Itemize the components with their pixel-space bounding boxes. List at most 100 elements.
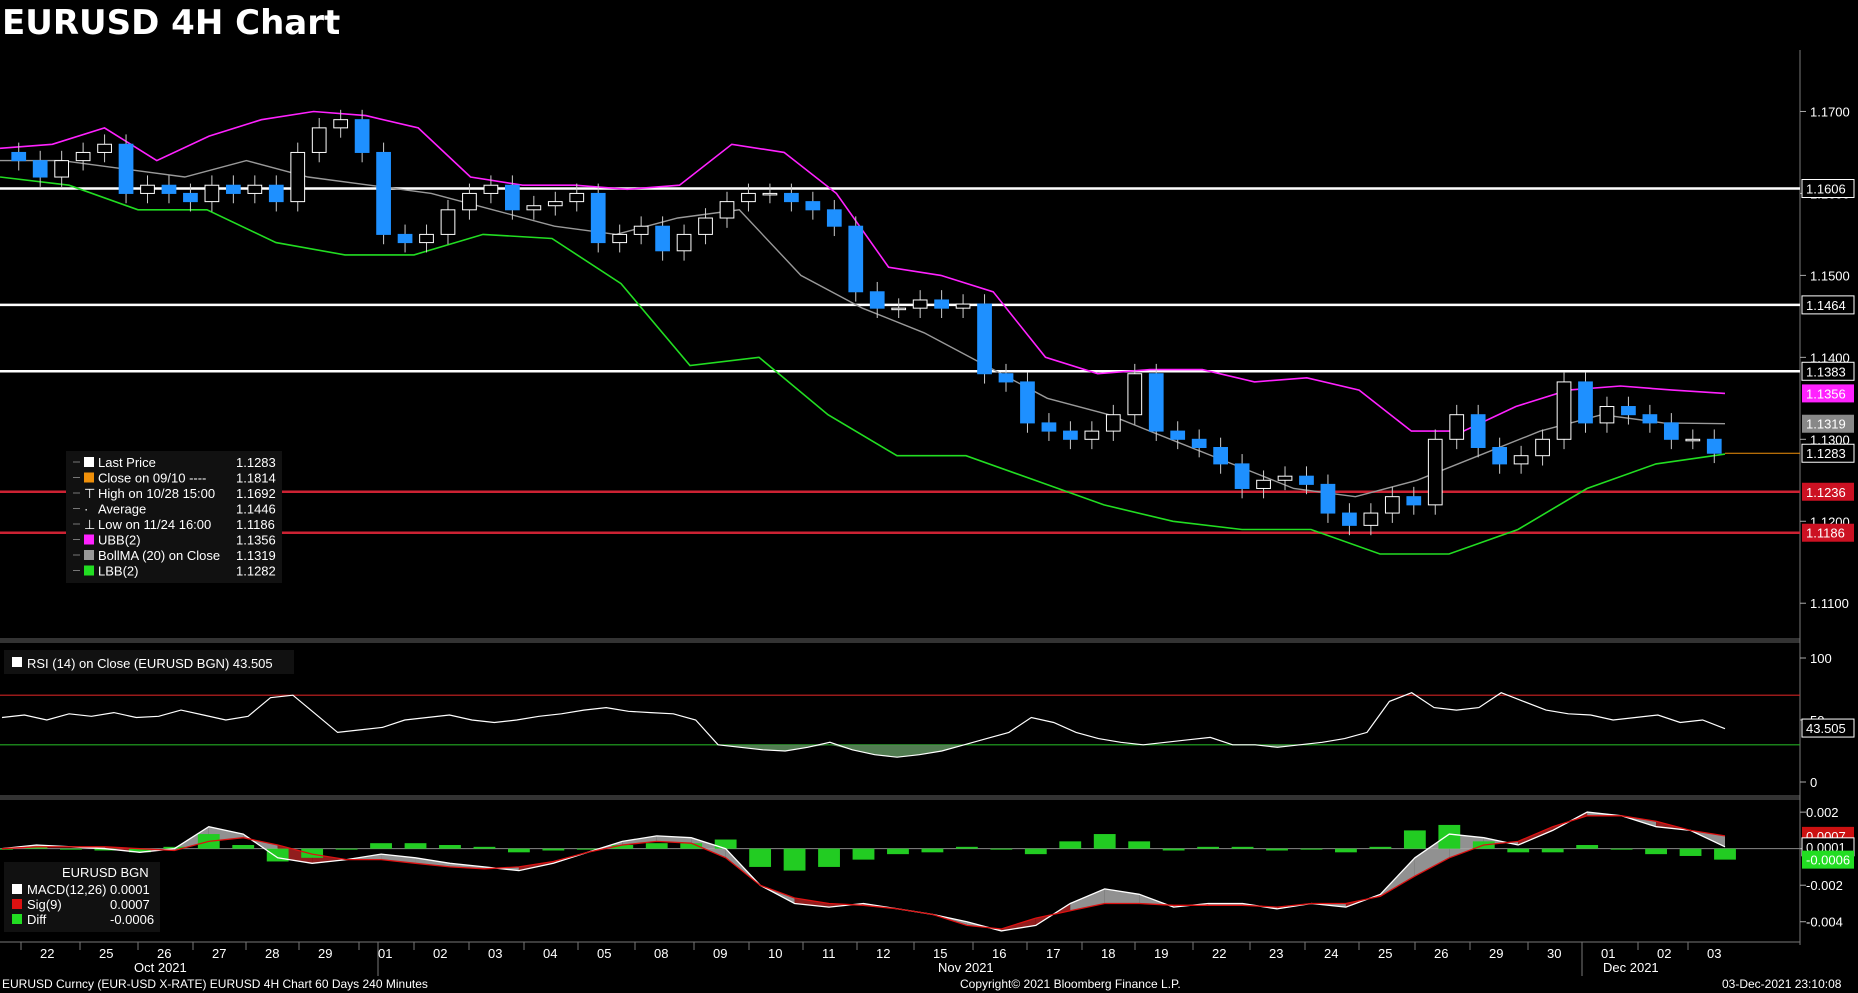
macd-diff-bar [0, 848, 13, 850]
candle-body [1213, 446, 1228, 465]
macd-fill [1104, 888, 1140, 904]
candle-body [1084, 430, 1100, 440]
legend-value: 1.1282 [236, 564, 276, 579]
macd-line [1, 811, 1726, 932]
price-rsi-separator[interactable] [0, 638, 1800, 643]
rsi-color-swatch [12, 657, 22, 667]
macd-diff-bar [25, 846, 48, 849]
macd-fill [1518, 826, 1553, 846]
price-legend-box [66, 451, 282, 583]
footer-right: 03-Dec-2021 23:10:08 [1722, 977, 1842, 991]
macd-diff-bar [576, 848, 599, 850]
candle-body [1449, 414, 1465, 440]
candle-body [1020, 381, 1035, 424]
candle-body [1256, 479, 1271, 489]
rsi-label-box [4, 650, 294, 674]
candle-body [934, 299, 949, 309]
rsi-macd-separator[interactable] [0, 795, 1800, 800]
macd-diff-bar [1162, 848, 1185, 851]
candle-body [118, 143, 134, 194]
candle-body [247, 184, 263, 194]
month-label: Oct 2021 [134, 960, 187, 975]
macd-diff-bar [1059, 841, 1082, 849]
macd-diff-bar [370, 843, 392, 849]
value-tag-label: 1.1283 [1806, 446, 1846, 461]
macd-legend-label: MACD(12,26) [27, 882, 106, 897]
macd-diff-bar [1645, 848, 1667, 855]
rsi-panel: 10050043.505 [0, 651, 1855, 790]
date-label: 29 [318, 946, 332, 961]
date-label: 27 [212, 946, 226, 961]
legend-glyph: ⊤ [84, 486, 95, 501]
macd-diff-bar [1335, 848, 1357, 853]
candle-body [32, 160, 48, 178]
candle-body [869, 291, 885, 309]
candle-body [1041, 422, 1057, 432]
candle-body [397, 233, 413, 244]
candle-body [1706, 438, 1722, 454]
candle-body [633, 225, 649, 235]
macd-diff-bar [1197, 846, 1220, 849]
macd-diff-bar [921, 848, 944, 853]
price-panel: 1.11001.12001.13001.14001.15001.16001.17… [0, 104, 1855, 611]
macd-diff-bar [542, 848, 565, 851]
macd-legend-label: Sig(9) [27, 897, 62, 912]
candle-body [547, 201, 563, 207]
rsi-tick-label: 0 [1810, 775, 1817, 790]
macd-diff-bar [1714, 848, 1736, 860]
macd-legend-swatch [12, 884, 22, 894]
candle-body [419, 233, 434, 244]
macd-diff-bar [1541, 848, 1564, 853]
macd-diff-bar [783, 848, 806, 871]
candle-body [762, 192, 778, 196]
candle-body [54, 160, 70, 178]
level-tag-label: 1.1383 [1806, 364, 1846, 379]
macd-fill [415, 857, 450, 867]
date-label: 12 [876, 946, 890, 961]
lbb-line [0, 176, 1726, 555]
candle-body [11, 151, 27, 162]
candle-body [826, 209, 842, 227]
candle-body [655, 225, 670, 252]
value-tag-box [1801, 443, 1855, 463]
date-label: 16 [992, 946, 1006, 961]
macd-diff-bar [60, 848, 82, 850]
date-label: 26 [157, 946, 171, 961]
candle-body [1063, 430, 1078, 440]
macd-tag-label: -0.0006 [1806, 853, 1850, 868]
candle-body [161, 184, 177, 194]
candle-body [784, 192, 799, 203]
macd-diff-bar [1093, 834, 1116, 849]
macd-diff-bar [1024, 848, 1047, 855]
candle-body [1556, 381, 1572, 440]
candle-body [183, 192, 198, 203]
level-tag-label: 1.1464 [1806, 298, 1846, 313]
price-tick-label: 1.1300 [1810, 432, 1850, 447]
macd-diff-bar [955, 846, 978, 849]
macd-diff-bar [1438, 824, 1461, 849]
legend-value: 1.1814 [236, 471, 276, 486]
macd-diff-bar [507, 848, 530, 853]
date-label: 26 [1434, 946, 1448, 961]
macd-legend-value: 0.0007 [110, 897, 150, 912]
candle-body [848, 225, 864, 293]
candle-body [805, 201, 821, 211]
date-label: 02 [433, 946, 447, 961]
value-tag-label: 1.1236 [1806, 485, 1846, 500]
price-tick-label: 1.1400 [1810, 350, 1850, 365]
date-label: 24 [1324, 946, 1338, 961]
macd-diff-bar [94, 848, 117, 851]
legend-value: 1.1446 [236, 502, 276, 517]
date-label: 03 [1707, 946, 1721, 961]
legend-label: BollMA (20) on Close [98, 548, 220, 563]
candle-body [590, 192, 606, 244]
candle-body [912, 299, 928, 309]
candle-body [1492, 446, 1508, 465]
signal-line [1, 815, 1726, 930]
macd-legend-swatch [12, 899, 22, 909]
candle-body [1663, 422, 1679, 440]
rsi-line [1, 692, 1726, 758]
date-label: 22 [1212, 946, 1226, 961]
candle-body [1148, 373, 1164, 432]
